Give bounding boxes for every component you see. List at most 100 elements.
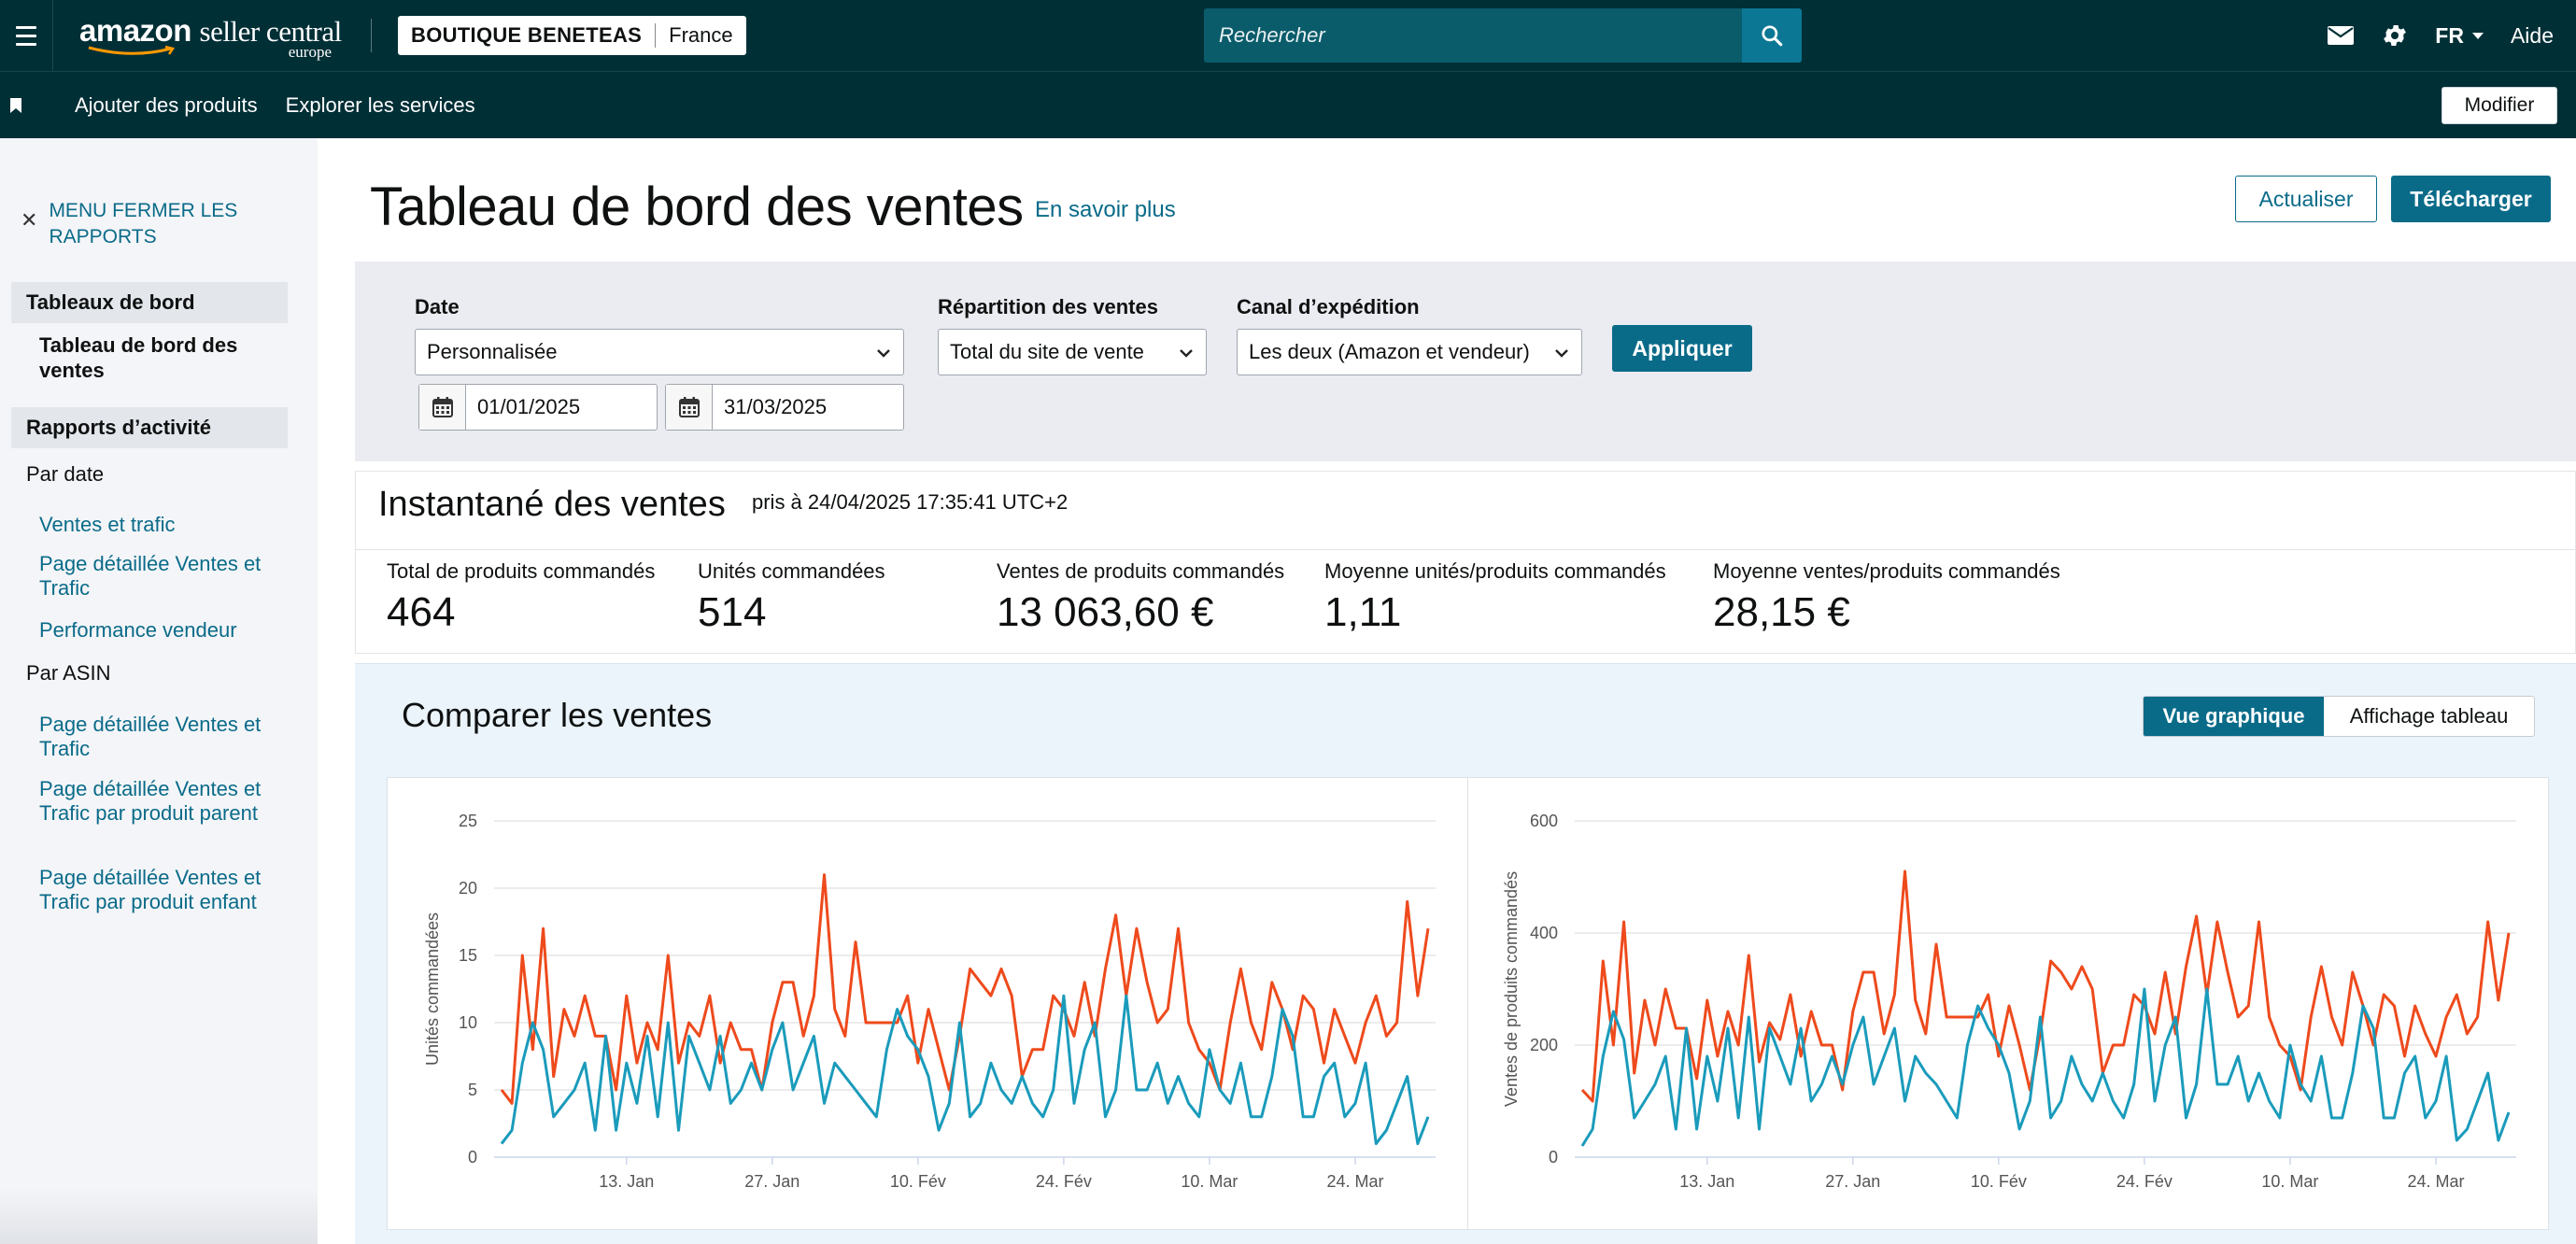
x-tick-label: 10. Mar (2261, 1172, 2318, 1191)
end-date-value: 31/03/2025 (724, 395, 828, 418)
breakdown-select[interactable]: Total du site de vente (938, 329, 1207, 375)
sidebar-item-sales-dashboard[interactable]: Tableau de bord des ventes (39, 333, 238, 382)
x-tick-label: 27. Jan (744, 1172, 800, 1191)
end-date-field[interactable]: 31/03/2025 (665, 384, 904, 431)
settings-button[interactable] (2381, 21, 2409, 49)
close-menu-label: MENU FERMER LES RAPPORTS (49, 200, 238, 247)
breakdown-filter-label: Répartition des ventes (938, 295, 1158, 318)
fulfillment-channel-value: Les deux (Amazon et vendeur) (1249, 340, 1530, 363)
sidebar-section-business-reports[interactable]: Rapports d’activité (11, 407, 288, 448)
filters-panel: Date Personnalisée 01/01/2025 31/03/2025… (355, 262, 2576, 461)
refresh-button[interactable]: Actualiser (2235, 176, 2377, 222)
close-icon: ✕ (21, 208, 38, 232)
sidebar-link-detail-sales-traffic[interactable]: Page détaillée Ventes et Trafic (39, 552, 262, 600)
metric-value: 13 063,60 € (997, 589, 1214, 635)
bookmark-bar: Ajouter des produits Explorer les servic… (0, 71, 2576, 138)
header-divider (371, 19, 372, 52)
search-bar: Rechercher (1204, 8, 1802, 63)
hamburger-menu-icon[interactable] (0, 0, 53, 71)
series-line-teal (500, 994, 1430, 1146)
x-tick-label: 24. Mar (1326, 1172, 1383, 1191)
y-tick-label: 200 (1530, 1036, 1558, 1054)
close-menu-button[interactable]: ✕ MENU FERMER LES RAPPORTS (21, 198, 263, 250)
snapshot-title: Instantané des ventes (378, 485, 726, 524)
calendar-icon[interactable] (666, 385, 713, 430)
metric-value: 464 (387, 589, 456, 635)
metric-label: Ventes de produits commandés (997, 559, 1285, 583)
search-icon (1762, 25, 1783, 47)
chart-svg: 0 5 10 15 20 25 13. Jan 27. Jan 10. Fév 24. Fév 10… (423, 812, 1436, 1191)
y-tick-label: 20 (459, 879, 477, 898)
store-selector[interactable]: BOUTIQUE BENETEAS France (398, 16, 746, 55)
messages-button[interactable] (2327, 24, 2355, 47)
x-tick-label: 24. Fév (2116, 1172, 2173, 1191)
nav-link-explore-services[interactable]: Explorer les services (285, 92, 475, 117)
bookmark-icon[interactable] (9, 97, 22, 114)
sidebar-section-dashboards[interactable]: Tableaux de bord (11, 282, 288, 323)
start-date-field[interactable]: 01/01/2025 (418, 384, 658, 431)
snapshot-timestamp: pris à 24/04/2025 17:35:41 UTC+2 (752, 490, 1069, 514)
caret-down-icon (2471, 32, 2484, 39)
fulfillment-channel-select[interactable]: Les deux (Amazon et vendeur) (1237, 329, 1582, 375)
page-title: Tableau de bord des ventes (370, 177, 1024, 237)
metric-total-orders: Total de produits commandés 464 (387, 559, 655, 636)
sidebar-link-seller-performance[interactable]: Performance vendeur (39, 618, 237, 642)
seller-central-logo[interactable]: amazon seller central europe (79, 7, 350, 64)
y-axis-title: Unités commandées (423, 912, 442, 1066)
learn-more-link[interactable]: En savoir plus (1035, 197, 1176, 222)
series-line-orange (500, 873, 1430, 1105)
start-date-value: 01/01/2025 (477, 395, 581, 418)
chevron-down-icon (877, 349, 890, 358)
y-tick-label: 0 (468, 1148, 477, 1166)
sidebar-group-by-date: Par date (26, 462, 105, 486)
apply-button[interactable]: Appliquer (1612, 325, 1752, 372)
calendar-icon[interactable] (419, 385, 466, 430)
metric-label: Total de produits commandés (387, 559, 656, 583)
metric-ordered-sales: Ventes de produits commandés 13 063,60 € (997, 559, 1284, 636)
edit-bookmarks-button[interactable]: Modifier (2442, 87, 2557, 124)
chevron-down-icon (1180, 349, 1193, 358)
store-country: France (669, 23, 733, 47)
sidebar-link-asin-child[interactable]: Page détaillée Ventes et Trafic par prod… (39, 866, 262, 913)
sidebar-link-asin-parent[interactable]: Page détaillée Ventes et Trafic par prod… (39, 777, 262, 825)
help-link[interactable]: Aide (2510, 22, 2554, 48)
metric-label: Moyenne ventes/produits commandés (1713, 559, 2060, 583)
download-button[interactable]: Télécharger (2391, 176, 2551, 222)
metric-value: 514 (698, 589, 767, 635)
x-tick-label: 10. Fév (890, 1172, 946, 1191)
y-tick-label: 25 (459, 812, 477, 830)
y-tick-label: 5 (468, 1081, 477, 1099)
series-line-orange (1580, 869, 2511, 1103)
sidebar-link-sales-traffic[interactable]: Ventes et trafic (39, 513, 176, 536)
logo-seller-central-text: seller central (199, 15, 343, 48)
language-selector[interactable]: FR (2435, 23, 2484, 49)
metric-value: 1,11 (1324, 589, 1402, 635)
y-tick-label: 15 (459, 946, 477, 965)
search-input[interactable]: Rechercher (1204, 8, 1742, 63)
nav-link-add-products[interactable]: Ajouter des produits (75, 92, 258, 117)
date-range-value: Personnalisée (427, 340, 558, 363)
channel-filter-label: Canal d’expédition (1237, 295, 1420, 318)
mail-icon (2328, 26, 2355, 45)
metric-label: Unités commandées (698, 559, 885, 583)
table-view-button[interactable]: Affichage tableau (2324, 697, 2534, 736)
store-name: BOUTIQUE BENETEAS (411, 23, 643, 47)
y-tick-label: 0 (1549, 1148, 1558, 1166)
metric-units-ordered: Unités commandées 514 (698, 559, 885, 636)
chart-view-button[interactable]: Vue graphique (2144, 697, 2324, 736)
compare-title: Comparer les ventes (402, 696, 713, 734)
store-divider (655, 23, 657, 48)
amazon-smile-icon (88, 46, 176, 55)
x-tick-label: 24. Mar (2407, 1172, 2464, 1191)
x-tick-label: 24. Fév (1036, 1172, 1092, 1191)
metric-value: 28,15 € (1713, 589, 1850, 635)
sidebar-link-asin-detail[interactable]: Page détaillée Ventes et Trafic (39, 713, 262, 760)
ordered-sales-chart: 0 200 400 600 13. Jan 27. Jan 10. Fév 24. Fév 10… (1467, 777, 2549, 1230)
x-tick-label: 13. Jan (599, 1172, 654, 1191)
search-button[interactable] (1742, 8, 1802, 63)
x-tick-label: 27. Jan (1825, 1172, 1880, 1191)
compare-sales-panel: Comparer les ventes Vue graphique Affich… (355, 663, 2576, 1244)
date-range-select[interactable]: Personnalisée (415, 329, 904, 375)
view-toggle: Vue graphique Affichage tableau (2143, 696, 2535, 737)
metric-avg-sales: Moyenne ventes/produits commandés 28,15 … (1713, 559, 2060, 636)
